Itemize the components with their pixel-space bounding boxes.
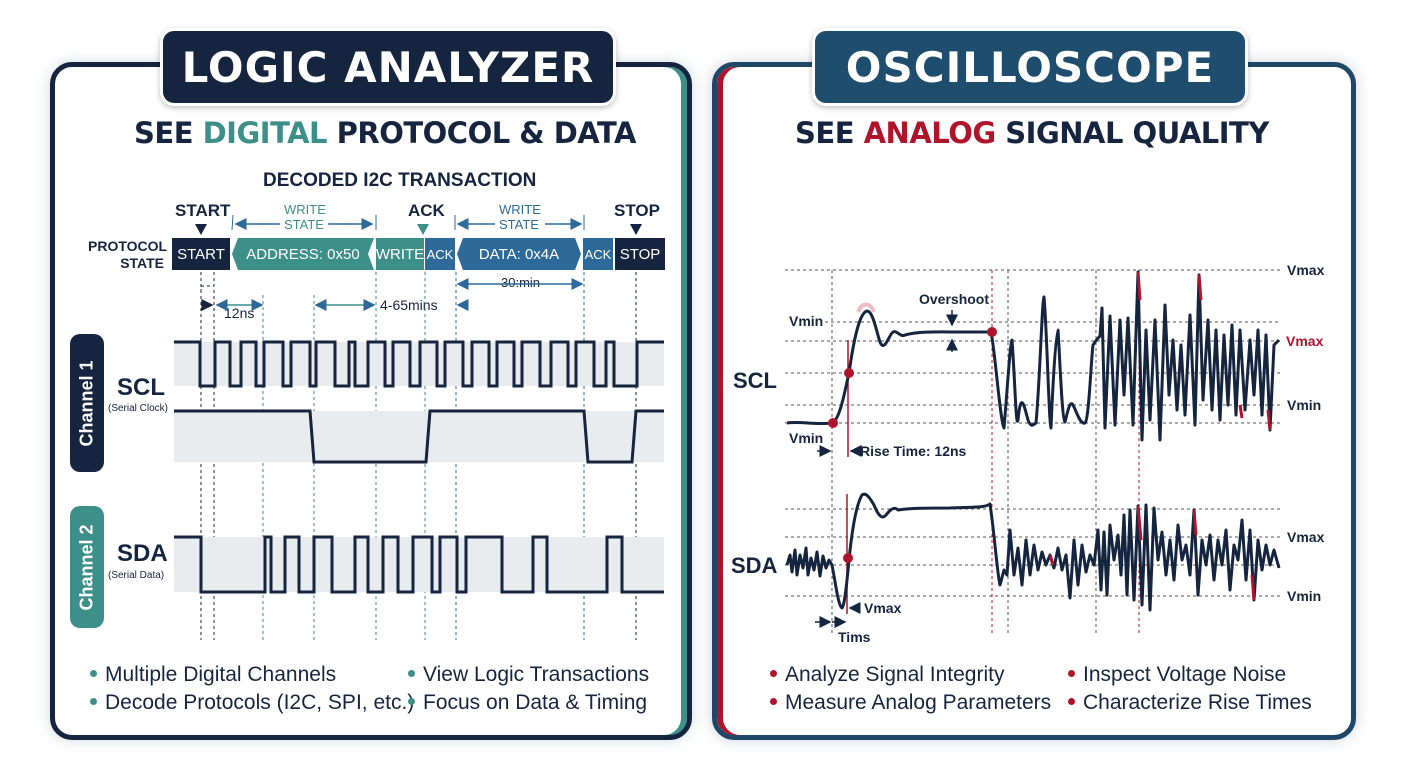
logic-analyzer-panel	[50, 62, 692, 740]
protocol-state-label: PROTOCOL STATE	[88, 238, 168, 272]
oscilloscope-bullets-col2: Inspect Voltage Noise Characterize Rise …	[1068, 661, 1312, 717]
scl-channel-desc: (Serial Clock)	[108, 403, 169, 414]
segment-write: WRITE	[376, 238, 424, 270]
bullet-dot-icon	[770, 697, 777, 705]
bullet-dot-icon	[1068, 697, 1075, 705]
segment-ack-2: ACK	[583, 238, 613, 270]
subtitle-post: PROTOCOL & DATA	[327, 116, 637, 150]
bullet-text: Measure Analog Parameters	[785, 691, 1052, 714]
oscilloscope-bullets-col1: Analyze Signal Integrity Measure Analog …	[770, 661, 1051, 717]
bullet-text: Characterize Rise Times	[1083, 691, 1312, 714]
osc-scl-vmin-top: Vmin	[789, 313, 824, 329]
bullet-text: Inspect Voltage Noise	[1083, 663, 1287, 686]
bullet-dot-icon	[770, 669, 777, 677]
osc-sda-tims: Tims	[838, 629, 871, 645]
bullet-text: Analyze Signal Integrity	[785, 663, 1005, 686]
bullet-item: View Logic Transactions	[408, 661, 649, 689]
osc-sda-vmax-right: Vmax	[1287, 529, 1325, 545]
logic-analyzer-title: LOGIC ANALYZER	[160, 28, 616, 106]
scl-channel-name: SCL	[117, 374, 165, 401]
oscilloscope-panel	[712, 62, 1356, 740]
logic-analyzer-bullets-col2: View Logic Transactions Focus on Data & …	[408, 661, 649, 717]
segment-stop: STOP	[615, 238, 665, 270]
osc-scl-rise-time: Rise Time: 12ns	[860, 443, 967, 459]
segment-data: DATA: 0x4A	[457, 238, 581, 270]
subtitle-highlight: ANALOG	[863, 116, 997, 150]
osc-scl-label: SCL	[733, 368, 777, 393]
bullet-text: Decode Protocols (I2C, SPI, etc.)	[105, 691, 415, 714]
osc-scl-vmax-red: Vmax	[1286, 333, 1324, 349]
logic-analyzer-subtitle: SEE DIGITAL PROTOCOL & DATA	[134, 116, 636, 150]
bullet-item: Decode Protocols (I2C, SPI, etc.)	[90, 689, 414, 717]
write-state-label-1: WRITE	[284, 202, 326, 217]
bullet-item: Analyze Signal Integrity	[770, 661, 1051, 689]
ack-marker-label: ACK	[408, 201, 445, 220]
write-state-label-2b: STATE	[499, 217, 539, 232]
segment-ack-1: ACK	[425, 238, 455, 270]
bullet-item: Inspect Voltage Noise	[1068, 661, 1312, 689]
channel-2-tab: Channel 2	[70, 506, 104, 628]
bullet-dot-icon	[408, 697, 415, 705]
start-marker-label: START	[175, 201, 231, 220]
sda-channel-name: SDA	[117, 540, 168, 567]
subtitle-pre: SEE	[134, 116, 203, 150]
subtitle-highlight: DIGITAL	[202, 116, 328, 150]
subtitle-pre: SEE	[795, 116, 864, 150]
protocol-state-line2: STATE	[120, 255, 164, 271]
osc-sda-vmax-arrow: Vmax	[864, 600, 902, 616]
decoded-transaction-title: DECODED I2C TRANSACTION	[263, 170, 537, 191]
segment-start: START	[172, 238, 230, 270]
write-state-label-1b: STATE	[284, 217, 324, 232]
channel-1-tab: Channel 1	[70, 334, 104, 472]
oscilloscope-subtitle: SEE ANALOG SIGNAL QUALITY	[795, 116, 1269, 150]
bullet-text: Multiple Digital Channels	[105, 663, 337, 686]
osc-scl-vmin-bottom: Vmin	[789, 430, 824, 446]
stop-marker-label: STOP	[614, 201, 660, 220]
osc-sda-label: SDA	[731, 553, 778, 578]
bullet-item: Characterize Rise Times	[1068, 689, 1312, 717]
subtitle-post: SIGNAL QUALITY	[995, 116, 1269, 150]
osc-scl-vmin-right: Vmin	[1287, 397, 1322, 413]
segment-address: ADDRESS: 0x50	[232, 238, 374, 270]
bullet-dot-icon	[408, 669, 415, 677]
bullet-item: Multiple Digital Channels	[90, 661, 414, 689]
bullet-item: Focus on Data & Timing	[408, 689, 649, 717]
bullet-item: Measure Analog Parameters	[770, 689, 1051, 717]
bullet-dot-icon	[90, 697, 97, 705]
bullet-dot-icon	[1068, 669, 1075, 677]
osc-scl-overshoot: Overshoot	[919, 291, 990, 307]
oscilloscope-title: OSCILLOSCOPE	[812, 28, 1248, 106]
write-state-label-2: WRITE	[499, 202, 541, 217]
logic-analyzer-bullets-col1: Multiple Digital Channels Decode Protoco…	[90, 661, 414, 717]
timing-4-65mins: 4-65mins	[380, 297, 438, 313]
bullet-text: View Logic Transactions	[423, 663, 650, 686]
osc-scl-vmax-top: Vmax	[1287, 262, 1325, 278]
protocol-state-line1: PROTOCOL	[88, 238, 168, 254]
bullet-dot-icon	[90, 669, 97, 677]
sda-channel-desc: (Serial Data)	[108, 570, 165, 581]
osc-sda-vmin-right: Vmin	[1287, 588, 1322, 604]
bullet-text: Focus on Data & Timing	[423, 691, 648, 714]
